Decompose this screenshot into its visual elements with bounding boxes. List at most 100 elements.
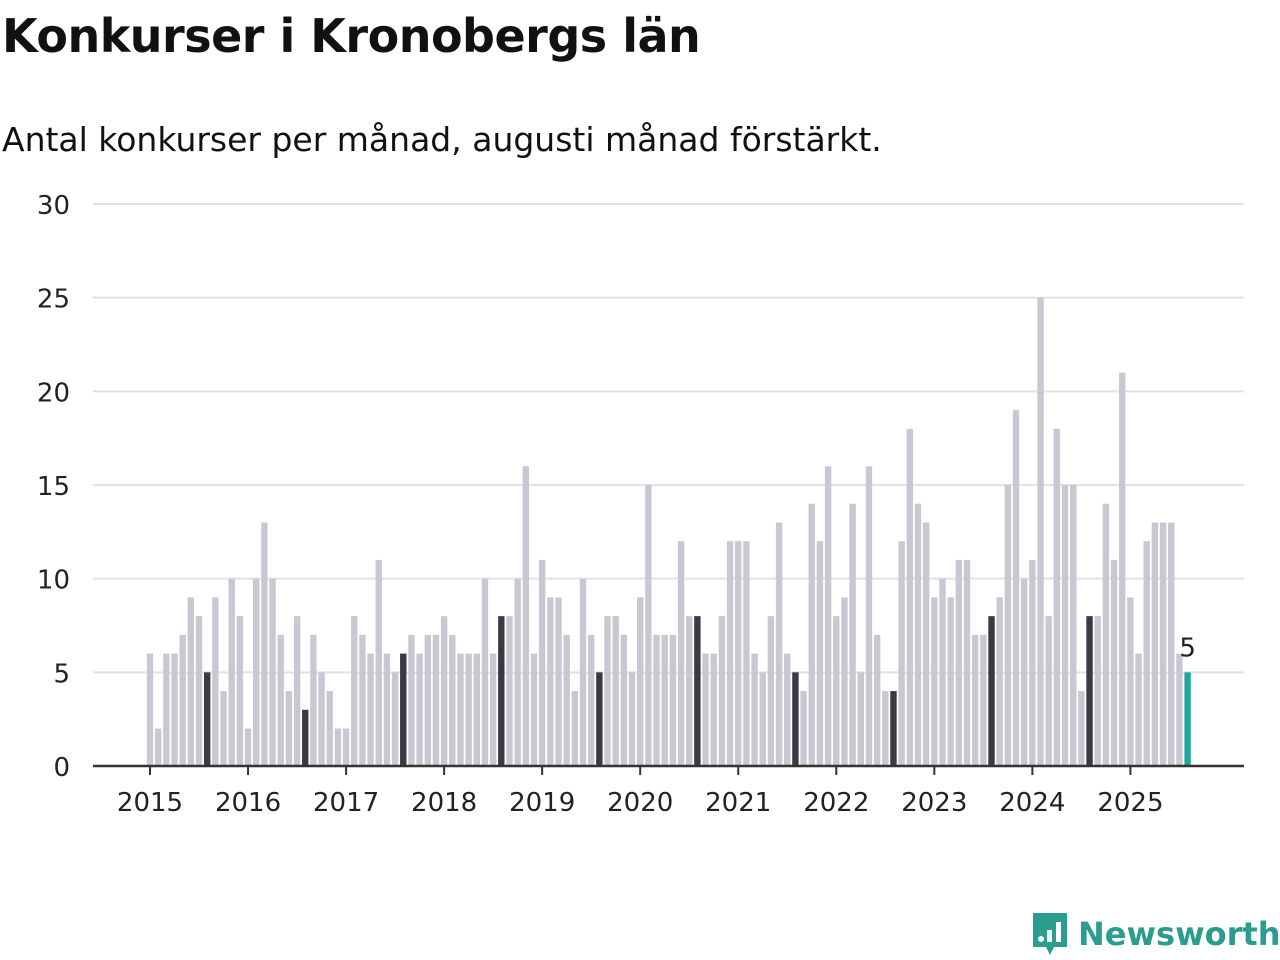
bar <box>1143 541 1150 766</box>
bar <box>481 578 489 766</box>
bar <box>645 485 652 766</box>
bar <box>228 578 235 766</box>
bar <box>784 653 791 766</box>
bar <box>563 634 570 766</box>
bar <box>1159 522 1167 766</box>
bar-august <box>1086 616 1093 766</box>
bar <box>841 597 848 766</box>
y-tick-label: 20 <box>37 378 70 408</box>
bar-august <box>694 616 701 766</box>
newsworthy-logo-icon <box>1033 913 1067 955</box>
bar <box>587 634 595 766</box>
bar <box>882 691 889 766</box>
y-tick-label: 25 <box>37 285 70 315</box>
bar <box>906 428 914 766</box>
bar <box>669 634 677 766</box>
bar <box>1061 485 1069 766</box>
x-axis-ticks: 2015 2016 2017 2018 2019 2020 2021 2022 2023 2024… <box>117 766 1163 818</box>
bar <box>653 634 660 766</box>
bar <box>449 634 456 766</box>
newsworthy-logo: Newsworthy <box>1030 910 1280 958</box>
bar-august <box>890 691 897 766</box>
bar <box>530 653 538 766</box>
bar <box>383 653 391 766</box>
bar <box>187 597 195 766</box>
bar <box>146 653 154 766</box>
bar <box>261 522 268 766</box>
y-tick-label: 10 <box>37 566 70 596</box>
bar <box>1037 297 1044 766</box>
bar <box>326 691 333 766</box>
bar <box>269 578 276 766</box>
bar <box>898 541 905 766</box>
bars <box>146 297 1191 766</box>
bar <box>686 616 693 766</box>
bar <box>1004 485 1012 766</box>
bar <box>604 616 611 766</box>
bar <box>710 653 717 766</box>
bar <box>1078 691 1085 766</box>
y-tick-label: 30 <box>37 191 70 221</box>
bar <box>637 597 644 766</box>
bar-august <box>302 709 309 766</box>
bar <box>359 634 366 766</box>
gridlines <box>93 203 1244 674</box>
bar <box>555 597 562 766</box>
bar <box>735 541 742 766</box>
bar <box>661 634 668 766</box>
bar-august <box>203 672 211 766</box>
bar <box>677 541 685 766</box>
x-tick-label: 2019 <box>509 788 575 818</box>
bar <box>579 578 587 766</box>
chart-title: Konkurser i Kronobergs län <box>2 9 701 63</box>
bar <box>1119 372 1126 766</box>
bar <box>751 653 758 766</box>
bar <box>154 728 162 766</box>
bar <box>1110 559 1118 766</box>
data-labels: 5 <box>1179 633 1196 663</box>
bar <box>253 578 260 766</box>
bar <box>759 672 766 766</box>
bar-august <box>400 653 407 766</box>
bar <box>628 672 636 766</box>
bar <box>947 597 954 766</box>
bar <box>996 597 1003 766</box>
bar <box>718 616 726 766</box>
bar <box>1029 559 1036 766</box>
x-tick-label: 2024 <box>999 788 1065 818</box>
bar <box>955 559 963 766</box>
bar-august <box>792 672 799 766</box>
x-tick-label: 2023 <box>901 788 967 818</box>
bar <box>334 728 342 766</box>
bar <box>914 503 922 766</box>
bar <box>1135 653 1142 766</box>
bar <box>489 653 497 766</box>
bar <box>726 541 734 766</box>
bar-august <box>498 616 505 766</box>
y-tick-label: 0 <box>53 753 70 783</box>
bar <box>849 503 856 766</box>
logo-text: Newsworthy <box>1078 915 1280 953</box>
bar <box>465 653 472 766</box>
bar <box>865 466 873 766</box>
bar <box>1176 653 1183 766</box>
bar <box>939 578 946 766</box>
bar <box>571 691 579 766</box>
bar <box>922 522 930 766</box>
bar <box>743 541 750 766</box>
bar <box>1020 578 1028 766</box>
bar <box>857 672 864 766</box>
bar <box>473 653 480 766</box>
chart-subtitle: Antal konkurser per månad, augusti månad… <box>2 120 882 159</box>
bar <box>171 653 178 766</box>
bar <box>963 559 971 766</box>
bar <box>367 653 374 766</box>
bar <box>432 634 440 766</box>
y-axis-tick-labels: 0 5 10 15 20 25 30 <box>37 191 70 783</box>
y-tick-label: 15 <box>37 472 70 502</box>
bar <box>1151 522 1159 766</box>
bar <box>408 634 415 766</box>
bar <box>816 541 824 766</box>
bar <box>440 616 448 766</box>
x-tick-label: 2015 <box>117 788 183 818</box>
